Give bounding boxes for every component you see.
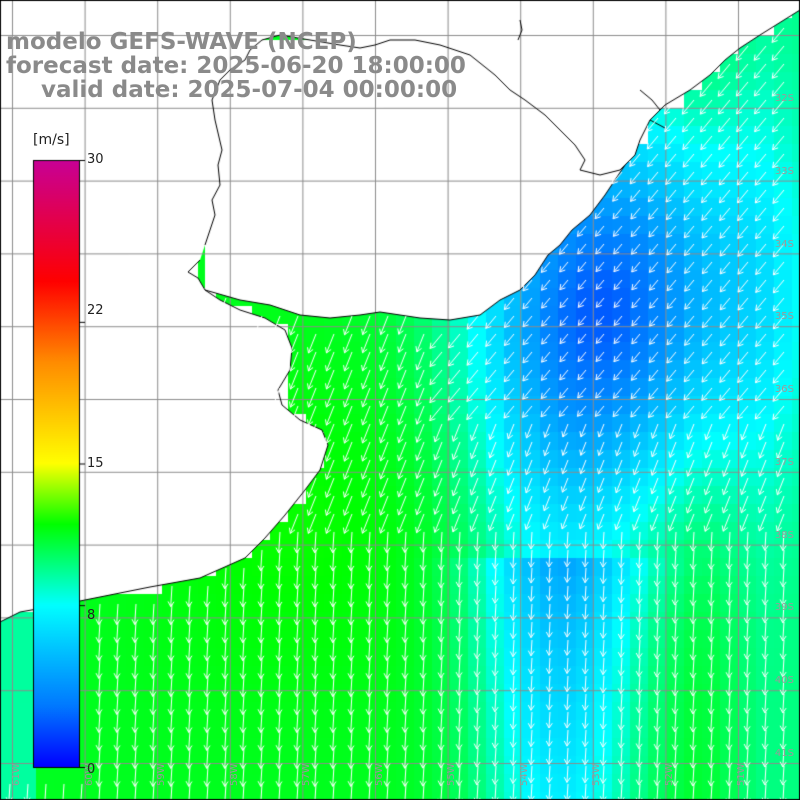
lat-label-38s: 38S — [774, 530, 794, 541]
lon-label-51w: 51W — [736, 763, 747, 786]
colorbar-label-30: 30 — [87, 152, 104, 167]
colorbar-label-15: 15 — [87, 456, 104, 471]
lat-label-34s: 34S — [774, 239, 794, 250]
lat-label-40s: 40S — [774, 675, 794, 686]
colorbar-label-0: 0 — [87, 762, 96, 777]
lon-label-54w: 54W — [519, 763, 530, 786]
lon-label-57w: 57W — [301, 763, 312, 786]
colorbar-label-22: 22 — [87, 303, 104, 318]
lat-label-36s: 36S — [774, 384, 794, 395]
lon-label-59w: 59W — [156, 763, 167, 786]
lat-label-35s: 35S — [774, 311, 794, 322]
lon-label-61w: 61W — [11, 763, 22, 786]
lon-label-58w: 58W — [229, 763, 240, 786]
lat-label-39s: 39S — [774, 602, 794, 613]
lat-label-32s: 32S — [774, 93, 794, 104]
colorbar-label-8: 8 — [87, 608, 96, 623]
colorbar-unit: [m/s] — [33, 132, 70, 148]
lat-label-33s: 33S — [774, 166, 794, 177]
lon-label-56w: 56W — [374, 763, 385, 786]
lon-label-52w: 52W — [664, 763, 675, 786]
lat-label-37s: 37S — [774, 457, 794, 468]
lat-label-41s: 41S — [774, 748, 794, 759]
lon-label-55w: 55W — [446, 763, 457, 786]
lon-label-53w: 53W — [591, 763, 602, 786]
